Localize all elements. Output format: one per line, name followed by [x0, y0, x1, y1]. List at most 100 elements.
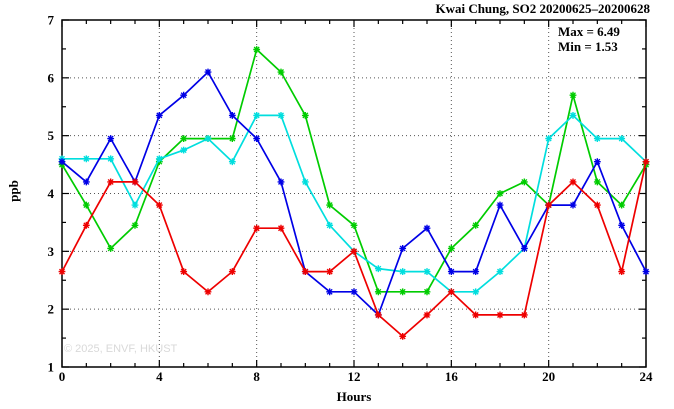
data-point-marker: [301, 178, 309, 186]
data-point-marker: [204, 288, 212, 296]
data-point-marker: [472, 288, 480, 296]
x-tick-label: 8: [253, 369, 260, 384]
data-point-marker: [569, 178, 577, 186]
data-point-marker: [447, 245, 455, 252]
y-axis-label: ppb: [6, 180, 21, 202]
series-green: [58, 46, 650, 296]
data-point-marker: [180, 268, 188, 275]
data-point-marker: [569, 201, 577, 209]
data-point-marker: [155, 112, 163, 119]
data-point-marker: [82, 178, 90, 186]
data-point-marker: [301, 268, 309, 275]
data-point-marker: [253, 224, 261, 232]
x-axis-label: Hours: [336, 389, 372, 404]
data-point-marker: [131, 178, 139, 186]
data-point-marker: [180, 135, 188, 142]
data-point-marker: [180, 91, 188, 99]
series-cyan: [58, 112, 650, 296]
data-point-marker: [277, 224, 285, 232]
data-point-marker: [472, 221, 480, 229]
data-point-marker: [496, 190, 504, 197]
data-point-marker: [423, 288, 431, 296]
data-point-marker: [472, 268, 480, 275]
data-point-marker: [82, 221, 90, 229]
data-point-marker: [107, 135, 115, 142]
data-point-marker: [593, 158, 601, 166]
data-point-marker: [423, 311, 431, 319]
data-point-marker: [326, 268, 334, 275]
y-tick-label: 3: [48, 244, 55, 259]
data-point-marker: [107, 245, 115, 252]
data-point-marker: [399, 332, 407, 340]
data-point-marker: [472, 311, 480, 319]
x-tick-label: 12: [348, 369, 361, 384]
x-tick-label: 4: [156, 369, 163, 384]
data-point-marker: [374, 288, 382, 296]
data-point-marker: [618, 268, 626, 275]
y-tick-label: 5: [48, 128, 55, 143]
y-tick-label: 6: [48, 70, 55, 85]
data-point-marker: [301, 112, 309, 119]
data-point-marker: [618, 201, 626, 209]
data-point-marker: [277, 112, 285, 119]
data-point-marker: [82, 155, 90, 163]
data-point-marker: [374, 311, 382, 319]
data-point-marker: [520, 245, 528, 252]
data-point-marker: [447, 288, 455, 296]
data-point-marker: [593, 135, 601, 142]
data-point-marker: [642, 268, 650, 275]
data-point-marker: [569, 112, 577, 119]
data-point-marker: [545, 201, 553, 209]
data-point-marker: [399, 288, 407, 296]
x-tick-label: 0: [59, 369, 66, 384]
grid-lines: [62, 20, 646, 367]
data-point-marker: [155, 201, 163, 209]
data-point-marker: [618, 221, 626, 229]
data-point-marker: [520, 311, 528, 319]
y-tick-label: 7: [48, 13, 55, 28]
data-point-marker: [618, 135, 626, 142]
data-point-marker: [155, 155, 163, 163]
data-point-marker: [399, 268, 407, 275]
data-point-marker: [569, 91, 577, 99]
data-point-marker: [204, 68, 212, 76]
data-point-marker: [399, 245, 407, 252]
x-tick-label: 24: [640, 369, 654, 384]
max-annotation: Max = 6.49: [558, 24, 620, 39]
data-point-marker: [447, 268, 455, 275]
data-point-marker: [228, 268, 236, 275]
data-point-marker: [253, 112, 261, 119]
data-point-marker: [131, 221, 139, 229]
data-point-marker: [228, 158, 236, 166]
data-point-marker: [131, 201, 139, 209]
y-tick-label: 1: [48, 360, 55, 375]
data-point-marker: [593, 178, 601, 186]
series-red: [58, 158, 650, 340]
data-point-marker: [350, 221, 358, 229]
data-point-marker: [326, 201, 334, 209]
chart-title: Kwai Chung, SO2 20200625–20200628: [435, 1, 650, 16]
data-point-marker: [496, 311, 504, 319]
data-point-marker: [228, 112, 236, 119]
data-point-marker: [423, 268, 431, 275]
data-point-marker: [350, 247, 358, 255]
data-point-marker: [593, 201, 601, 209]
data-point-marker: [58, 158, 66, 166]
data-point-marker: [228, 135, 236, 142]
data-point-marker: [496, 268, 504, 275]
x-tick-label: 16: [445, 369, 459, 384]
data-point-marker: [277, 68, 285, 76]
data-point-marker: [82, 201, 90, 209]
data-point-marker: [496, 201, 504, 209]
data-point-marker: [423, 224, 431, 232]
data-point-marker: [277, 178, 285, 186]
data-point-marker: [204, 135, 212, 142]
x-tick-labels: 0 4 8 12 16 20 24: [59, 369, 653, 384]
data-point-marker: [107, 178, 115, 186]
axis-ticks: [61, 19, 647, 368]
data-point-marker: [374, 265, 382, 273]
data-point-marker: [58, 268, 66, 275]
data-point-marker: [326, 221, 334, 229]
